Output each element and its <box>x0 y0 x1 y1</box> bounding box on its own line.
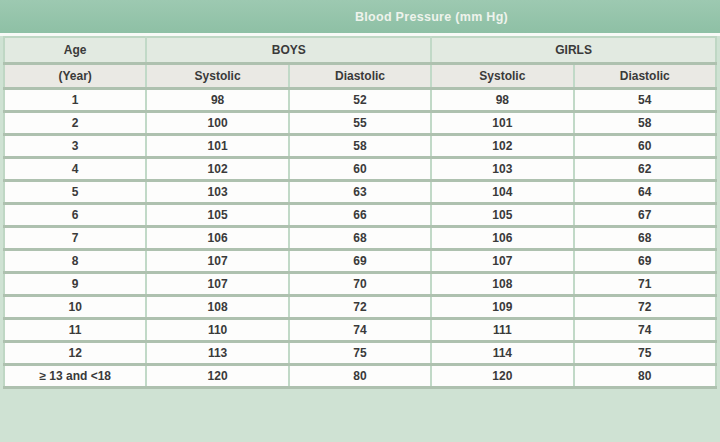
girls-systolic-cell: 102 <box>431 134 573 157</box>
girls-diastolic-cell: 67 <box>574 203 716 226</box>
girls-diastolic-cell: 71 <box>574 272 716 295</box>
age-cell: 10 <box>4 295 146 318</box>
boys-systolic-header: Systolic <box>146 63 288 88</box>
girls-diastolic-cell: 69 <box>574 249 716 272</box>
page-title: Blood Pressure (mm Hg) <box>355 10 508 24</box>
boys-systolic-cell: 100 <box>146 111 288 134</box>
table-row: 111107411174 <box>4 318 716 341</box>
girls-diastolic-cell: 74 <box>574 318 716 341</box>
girls-systolic-cell: 103 <box>431 157 573 180</box>
boys-systolic-cell: 108 <box>146 295 288 318</box>
table-row: 91077010871 <box>4 272 716 295</box>
girls-systolic-cell: 107 <box>431 249 573 272</box>
girls-systolic-cell: 101 <box>431 111 573 134</box>
boys-systolic-cell: 120 <box>146 364 288 387</box>
boys-diastolic-cell: 68 <box>289 226 431 249</box>
boys-diastolic-cell: 66 <box>289 203 431 226</box>
table-header: Age BOYS GIRLS (Year) Systolic Diastolic… <box>4 37 716 88</box>
age-cell: 12 <box>4 341 146 364</box>
girls-systolic-cell: 114 <box>431 341 573 364</box>
sub-header-row: (Year) Systolic Diastolic Systolic Diast… <box>4 63 716 88</box>
age-header: Age <box>4 37 146 63</box>
age-cell: ≥ 13 and <18 <box>4 364 146 387</box>
blood-pressure-table: Age BOYS GIRLS (Year) Systolic Diastolic… <box>3 36 717 389</box>
boys-diastolic-cell: 75 <box>289 341 431 364</box>
girls-diastolic-cell: 60 <box>574 134 716 157</box>
boys-diastolic-cell: 80 <box>289 364 431 387</box>
boys-systolic-cell: 98 <box>146 88 288 111</box>
age-cell: 2 <box>4 111 146 134</box>
age-cell: 3 <box>4 134 146 157</box>
boys-diastolic-cell: 74 <box>289 318 431 341</box>
girls-diastolic-cell: 80 <box>574 364 716 387</box>
girls-diastolic-cell: 62 <box>574 157 716 180</box>
age-cell: 7 <box>4 226 146 249</box>
girls-systolic-cell: 120 <box>431 364 573 387</box>
table-row: 81076910769 <box>4 249 716 272</box>
girls-systolic-cell: 98 <box>431 88 573 111</box>
table-row: 101087210972 <box>4 295 716 318</box>
table-row: 71066810668 <box>4 226 716 249</box>
table-row: 41026010362 <box>4 157 716 180</box>
girls-diastolic-header: Diastolic <box>574 63 716 88</box>
girls-diastolic-cell: 72 <box>574 295 716 318</box>
boys-diastolic-cell: 72 <box>289 295 431 318</box>
boys-systolic-cell: 106 <box>146 226 288 249</box>
age-cell: 4 <box>4 157 146 180</box>
age-cell: 8 <box>4 249 146 272</box>
boys-diastolic-header: Diastolic <box>289 63 431 88</box>
boys-systolic-cell: 102 <box>146 157 288 180</box>
girls-systolic-header: Systolic <box>431 63 573 88</box>
boys-diastolic-cell: 63 <box>289 180 431 203</box>
boys-systolic-cell: 113 <box>146 341 288 364</box>
boys-header: BOYS <box>146 37 431 63</box>
table-row: 21005510158 <box>4 111 716 134</box>
title-bar: Blood Pressure (mm Hg) <box>0 0 720 33</box>
girls-systolic-cell: 104 <box>431 180 573 203</box>
boys-diastolic-cell: 60 <box>289 157 431 180</box>
table-row: 121137511475 <box>4 341 716 364</box>
table-row: 31015810260 <box>4 134 716 157</box>
boys-diastolic-cell: 70 <box>289 272 431 295</box>
boys-diastolic-cell: 58 <box>289 134 431 157</box>
girls-systolic-cell: 109 <box>431 295 573 318</box>
age-cell: 9 <box>4 272 146 295</box>
girls-systolic-cell: 111 <box>431 318 573 341</box>
girls-header: GIRLS <box>431 37 716 63</box>
table-row: 198529854 <box>4 88 716 111</box>
boys-systolic-cell: 105 <box>146 203 288 226</box>
age-cell: 1 <box>4 88 146 111</box>
boys-systolic-cell: 107 <box>146 249 288 272</box>
girls-diastolic-cell: 54 <box>574 88 716 111</box>
boys-systolic-cell: 107 <box>146 272 288 295</box>
girls-systolic-cell: 108 <box>431 272 573 295</box>
boys-diastolic-cell: 69 <box>289 249 431 272</box>
blood-pressure-panel: Blood Pressure (mm Hg) Age BOYS GIRLS (Y… <box>0 0 720 442</box>
girls-diastolic-cell: 64 <box>574 180 716 203</box>
girls-diastolic-cell: 58 <box>574 111 716 134</box>
age-unit-header: (Year) <box>4 63 146 88</box>
girls-diastolic-cell: 68 <box>574 226 716 249</box>
table-body: 1985298542100551015831015810260410260103… <box>4 88 716 387</box>
girls-systolic-cell: 105 <box>431 203 573 226</box>
table-row: ≥ 13 and <181208012080 <box>4 364 716 387</box>
boys-systolic-cell: 110 <box>146 318 288 341</box>
boys-systolic-cell: 101 <box>146 134 288 157</box>
table-row: 61056610567 <box>4 203 716 226</box>
girls-diastolic-cell: 75 <box>574 341 716 364</box>
age-cell: 6 <box>4 203 146 226</box>
boys-diastolic-cell: 52 <box>289 88 431 111</box>
boys-diastolic-cell: 55 <box>289 111 431 134</box>
table-row: 51036310464 <box>4 180 716 203</box>
age-cell: 5 <box>4 180 146 203</box>
age-cell: 11 <box>4 318 146 341</box>
girls-systolic-cell: 106 <box>431 226 573 249</box>
boys-systolic-cell: 103 <box>146 180 288 203</box>
group-header-row: Age BOYS GIRLS <box>4 37 716 63</box>
